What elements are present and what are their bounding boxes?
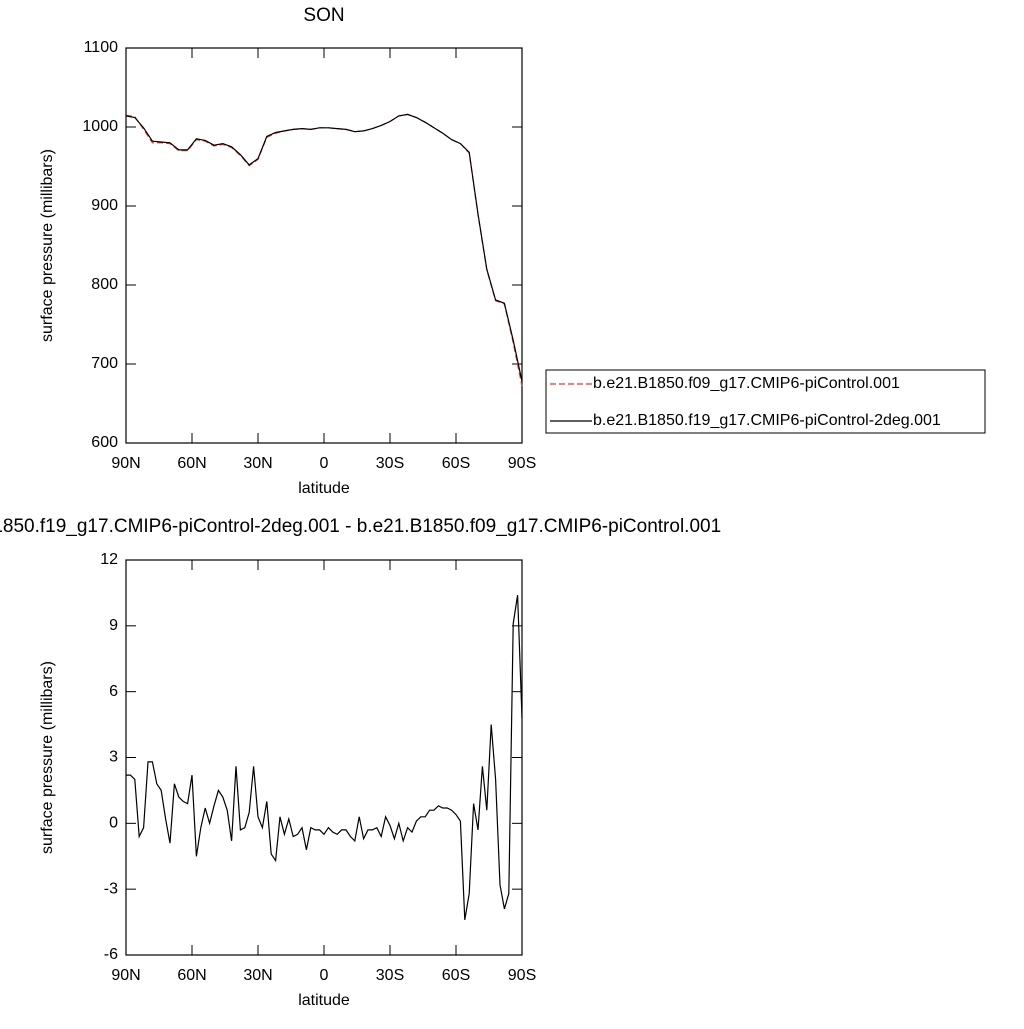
x-tick-label: 60N (177, 967, 206, 984)
data-line (125, 113, 523, 382)
y-tick-label: 700 (91, 355, 118, 372)
y-tick-label: 6 (109, 683, 118, 700)
y-tick-label: 600 (91, 434, 118, 451)
chart-title: SON (303, 5, 344, 26)
legend-box (545, 369, 986, 434)
x-tick-label: 60S (442, 967, 470, 984)
x-tick-label: 60N (177, 455, 206, 472)
y-tick-label: -3 (104, 880, 118, 897)
x-axis-label: latitude (298, 480, 350, 497)
data-line (126, 595, 523, 920)
y-axis-label: surface pressure (millibars) (39, 661, 56, 854)
y-tick-label: -6 (104, 946, 118, 963)
y-tick-label: 1000 (82, 118, 118, 135)
x-tick-label: 90S (508, 967, 536, 984)
legend-label: b.e21.B1850.f19_g17.CMIP6-piControl-2deg… (593, 412, 941, 429)
x-tick-label: 60S (442, 455, 470, 472)
x-tick-label: 90N (111, 455, 140, 472)
x-tick-label: 0 (320, 455, 329, 472)
chart-title: b.e21.B1850.f19_g17.CMIP6-piControl-2deg… (0, 516, 721, 537)
y-tick-label: 0 (109, 815, 118, 832)
y-tick-label: 3 (109, 749, 118, 766)
y-tick-label: 900 (91, 197, 118, 214)
plot-frame (125, 47, 523, 444)
x-tick-label: 30S (376, 455, 404, 472)
x-axis-label: latitude (298, 992, 350, 1009)
y-axis-label: surface pressure (millibars) (39, 149, 56, 342)
x-tick-label: 90S (508, 455, 536, 472)
y-tick-label: 800 (91, 276, 118, 293)
x-tick-label: 30N (243, 967, 272, 984)
x-tick-label: 30N (243, 455, 272, 472)
data-line (125, 113, 523, 387)
x-tick-label: 0 (320, 967, 329, 984)
plot-frame (125, 559, 523, 956)
legend-label: b.e21.B1850.f09_g17.CMIP6-piControl.001 (593, 375, 900, 392)
y-tick-label: 12 (100, 551, 118, 568)
x-tick-label: 90N (111, 967, 140, 984)
y-tick-label: 1100 (84, 39, 119, 56)
x-tick-label: 30S (376, 967, 404, 984)
y-tick-label: 9 (109, 617, 118, 634)
